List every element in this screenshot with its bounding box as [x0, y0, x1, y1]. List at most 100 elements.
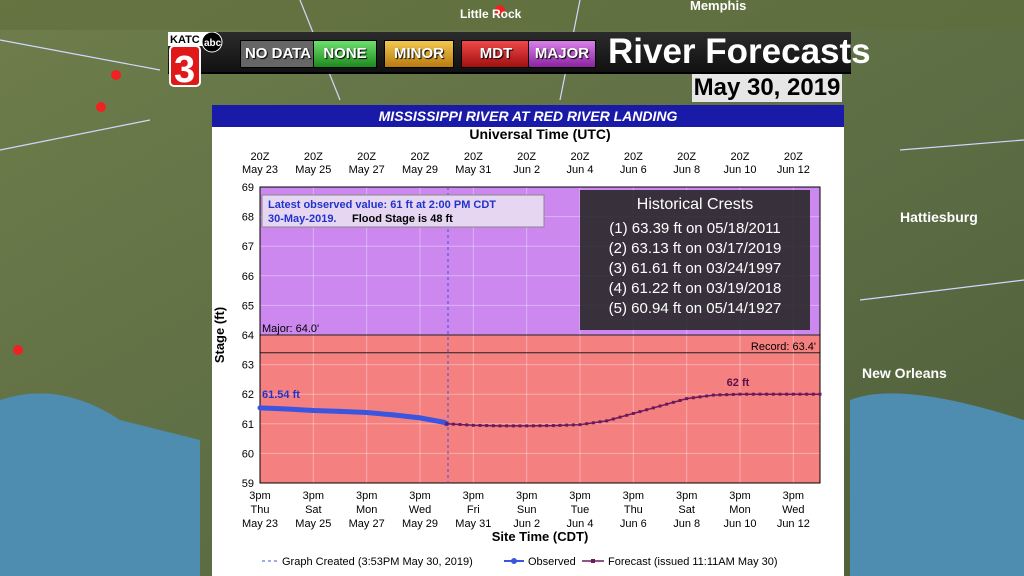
top-tick-label: 20Z — [251, 151, 270, 163]
forecast-point — [471, 423, 475, 427]
legend-forecast-marker — [591, 559, 595, 563]
crests-title: Historical Crests — [636, 196, 754, 213]
bottom-tick-label: 3pm — [356, 490, 377, 502]
hydrograph-panel: MISSISSIPPI RIVER AT RED RIVER LANDING 5… — [212, 105, 844, 576]
date-display: May 30, 2019 — [692, 74, 842, 102]
forecast-point — [478, 423, 482, 427]
bottom-tick-label: May 25 — [295, 518, 331, 530]
legend-mdt: MDT — [461, 40, 531, 68]
bottom-tick-label: May 27 — [349, 518, 385, 530]
forecast-point — [725, 393, 729, 397]
top-tick-label: May 27 — [349, 164, 385, 176]
bottom-tick-label: Jun 6 — [620, 518, 647, 530]
forecast-point — [818, 392, 822, 396]
forecast-point — [705, 394, 709, 398]
top-tick-label: 20Z — [784, 151, 803, 163]
forecast-point — [645, 408, 649, 412]
map-label-new-orleans: New Orleans — [862, 365, 947, 381]
forecast-point — [578, 423, 582, 427]
top-tick-label: Jun 8 — [673, 164, 700, 176]
legend-minor: MINOR — [384, 40, 454, 68]
forecast-point — [605, 419, 609, 423]
forecast-point — [751, 392, 755, 396]
y-tick-label: 69 — [242, 182, 254, 194]
bottom-tick-label: 3pm — [676, 490, 697, 502]
legend-forecast-label: Forecast (issued 11:11AM May 30) — [608, 556, 778, 568]
top-tick-label: 20Z — [677, 151, 696, 163]
forecast-point — [711, 393, 715, 397]
forecast-point — [811, 392, 815, 396]
bottom-tick-label: Sat — [305, 504, 322, 516]
y-tick-label: 68 — [242, 212, 254, 224]
record-stage-label: Record: 63.4' — [751, 341, 816, 353]
forecast-point — [758, 392, 762, 396]
forecast-point — [518, 424, 522, 428]
map-label-hattiesburg: Hattiesburg — [900, 209, 978, 225]
crest-item: (1) 63.39 ft on 05/18/2011 — [609, 220, 781, 237]
forecast-point — [658, 404, 662, 408]
bottom-tick-label: Sun — [517, 504, 537, 516]
top-tick-label: 20Z — [624, 151, 643, 163]
top-tick-label: Jun 4 — [567, 164, 594, 176]
observed-point — [390, 412, 396, 418]
forecast-point — [778, 392, 782, 396]
bottom-tick-label: Jun 12 — [777, 518, 810, 530]
forecast-point — [678, 398, 682, 402]
forecast-point — [685, 397, 689, 401]
map-label-memphis: Memphis — [690, 0, 746, 13]
bottom-tick-label: 3pm — [249, 490, 270, 502]
forecast-point — [745, 392, 749, 396]
forecast-point — [665, 402, 669, 406]
y-tick-label: 60 — [242, 448, 254, 460]
forecast-point — [638, 410, 642, 414]
bottom-tick-label: 3pm — [569, 490, 590, 502]
forecast-point — [805, 392, 809, 396]
major-stage-label: Major: 64.0' — [262, 323, 319, 335]
bottom-tick-label: 3pm — [729, 490, 750, 502]
observed-point — [257, 405, 263, 411]
top-tick-label: 20Z — [517, 151, 536, 163]
forecast-point — [591, 421, 595, 425]
forecast-point — [798, 392, 802, 396]
forecast-point — [511, 424, 515, 428]
svg-text:abc: abc — [204, 38, 222, 49]
forecast-point — [698, 395, 702, 399]
bottom-tick-label: May 23 — [242, 518, 278, 530]
bottom-tick-label: Mon — [729, 504, 750, 516]
top-tick-label: Jun 6 — [620, 164, 647, 176]
y-axis-title: Stage (ft) — [212, 307, 227, 363]
bottom-tick-label: 3pm — [516, 490, 537, 502]
header-bar: KATC abc 3 NO DATA NONE MINOR MDT MAJOR … — [168, 30, 871, 91]
forecast-point — [538, 424, 542, 428]
legend-none: NONE — [313, 40, 377, 68]
top-tick-label: 20Z — [464, 151, 483, 163]
top-tick-label: 20Z — [357, 151, 376, 163]
top-axis-title: Universal Time (UTC) — [469, 127, 610, 142]
forecast-point — [571, 423, 575, 427]
crest-item: (3) 61.61 ft on 03/24/1997 — [608, 260, 782, 277]
forecast-point — [765, 392, 769, 396]
y-tick-label: 67 — [242, 241, 254, 253]
y-tick-label: 61 — [242, 419, 254, 431]
legend-no-data: NO DATA — [240, 40, 316, 68]
top-tick-label: May 23 — [242, 164, 278, 176]
bottom-tick-label: Wed — [782, 504, 804, 516]
top-tick-label: May 25 — [295, 164, 331, 176]
historical-crests-box: Historical Crests (1) 63.39 ft on 05/18/… — [580, 190, 810, 330]
observed-point — [284, 406, 290, 412]
forecast-point — [718, 393, 722, 397]
top-tick-label: Jun 12 — [777, 164, 810, 176]
observed-point — [337, 408, 343, 414]
crest-item: (5) 60.94 ft on 05/14/1927 — [608, 300, 782, 317]
x-axis-title: Site Time (CDT) — [492, 529, 589, 544]
bottom-tick-label: 3pm — [463, 490, 484, 502]
forecast-point — [525, 424, 529, 428]
forecast-point — [738, 392, 742, 396]
forecast-point — [498, 424, 502, 428]
bottom-tick-label: 3pm — [623, 490, 644, 502]
bottom-tick-label: Fri — [467, 504, 480, 516]
observed-start-label: 61.54 ft — [262, 389, 300, 401]
crest-item: (4) 61.22 ft on 03/19/2018 — [608, 280, 782, 297]
top-tick-label: May 31 — [455, 164, 491, 176]
observed-point — [417, 415, 423, 421]
